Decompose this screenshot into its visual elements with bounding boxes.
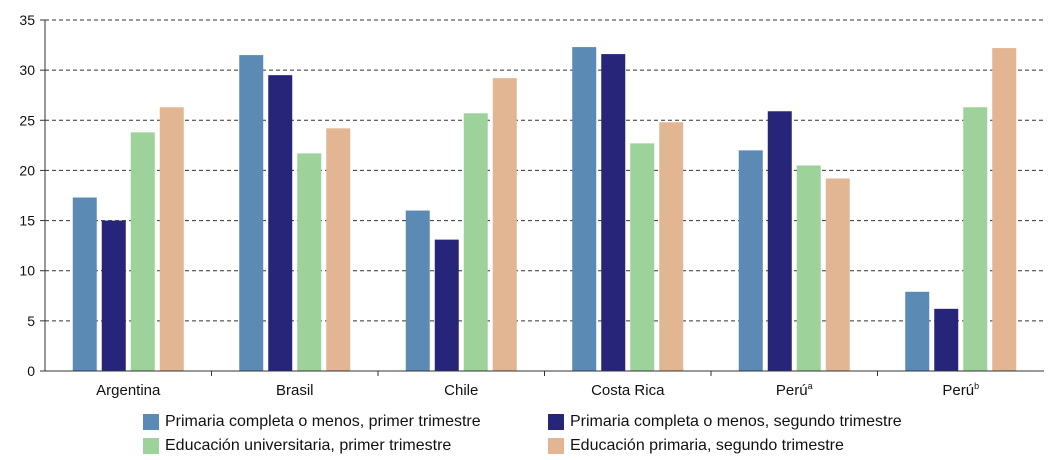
x-tick-label: Perúa [776,381,813,399]
bar-argentina-series-3 [130,132,155,371]
bar-perúa-series-3 [796,165,821,371]
bar-perúa-series-2 [767,111,792,371]
bar-chile-series-1 [405,210,430,371]
legend-label: Educación universitaria, primer trimestr… [165,437,452,454]
bar-brasil-series-4 [326,128,351,371]
bar-costa-rica-series-2 [601,54,626,372]
x-tick-label: Costa Rica [591,382,665,399]
y-tick-label: 15 [19,213,35,229]
bars [72,47,1017,372]
x-tick-label: Chile [444,382,478,399]
bar-perúb-series-4 [992,48,1017,372]
legend-label: Primaria completa o menos, segundo trime… [570,413,902,430]
x-tick-label: Perúb [942,381,979,399]
bar-perúa-series-1 [738,150,763,371]
legend-swatch [548,438,564,454]
x-tick-label: Brasil [276,382,314,399]
y-tick-label: 5 [27,313,35,329]
axes [44,20,1044,376]
legend-item: Primaria completa o menos, primer trimes… [143,412,548,432]
bar-perúb-series-2 [934,308,959,371]
y-tick-label: 35 [19,12,35,28]
bar-chile-series-2 [434,239,459,371]
legend-item: Educación universitaria, primer trimestr… [143,436,548,456]
bar-argentina-series-4 [159,107,184,372]
grid-lines [40,19,1044,372]
y-tick-label: 25 [19,112,35,128]
legend-swatch [143,438,159,454]
legend-item: Educación primaria, segundo trimestre [548,436,953,456]
x-tick-superscript: a [808,381,813,391]
y-tick-label: 10 [19,263,35,279]
bar-chile-series-3 [463,113,488,371]
legend-swatch [548,414,564,430]
bar-brasil-series-1 [239,55,264,371]
bar-costa-rica-series-4 [659,122,684,371]
legend-swatch [143,414,159,430]
y-tick-label: 20 [19,162,35,178]
legend-label: Educación primaria, segundo trimestre [570,437,844,454]
bar-perúb-series-1 [905,291,930,371]
x-tick-superscript: b [974,381,979,391]
legend-label: Primaria completa o menos, primer trimes… [165,413,481,430]
legend-item: Primaria completa o menos, segundo trime… [548,412,953,432]
bar-costa-rica-series-1 [572,47,597,371]
bar-argentina-series-1 [72,197,97,371]
x-axis-tick-labels: Argentina Brasil Chile Costa Rica Perúa Perúb [96,381,979,399]
bar-costa-rica-series-3 [630,143,655,371]
bar-chart: 0 5 10 15 20 25 30 35 Argentina Brasil Chile Costa… [19,12,1044,399]
bar-brasil-series-2 [268,75,293,372]
bar-brasil-series-3 [297,153,322,371]
x-tick-label: Argentina [96,382,161,399]
bar-chile-series-4 [492,78,517,371]
bar-perúa-series-4 [825,178,850,371]
bar-perúb-series-3 [963,107,988,372]
y-tick-label: 30 [19,62,35,78]
y-axis-tick-labels: 0 5 10 15 20 25 30 35 [19,12,35,379]
y-tick-label: 0 [27,363,35,379]
legend: Primaria completa o menos, primer trimes… [143,412,963,456]
bar-argentina-series-2 [101,220,126,371]
